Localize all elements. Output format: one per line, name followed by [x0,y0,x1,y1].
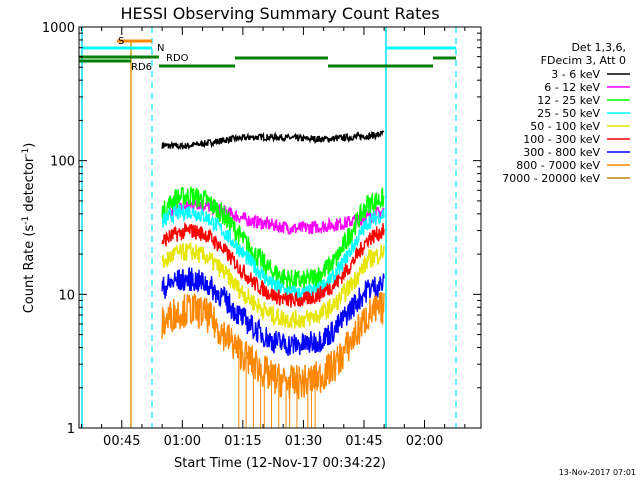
x-axis-label: Start Time (12-Nov-17 00:34:22) [174,456,386,471]
series-line-6to12keV [169,198,385,236]
y-tick-label: 1 [67,422,75,437]
legend-entry-label: 50 - 100 keV [530,120,600,133]
night-flag-label: N [157,43,164,54]
plot-frame [78,26,482,429]
legend-entry-label: 7000 - 20000 keV [502,172,600,185]
decimation-flag-label: RD6 [131,62,152,73]
x-tick-label: 00:45 [103,434,140,449]
y-tick-label: 1000 [42,21,75,36]
series-line-25to50keV [161,204,385,302]
saa-flag-label: S [118,36,124,47]
x-tick-label: 01:15 [224,434,261,449]
series-line-3to6keV [161,130,385,151]
y-axis-label: Count Rate (s-1 detector-1) [21,143,37,314]
legend-header: FDecim 3, Att 0 [541,54,626,67]
y-axis-label-sup2: -1 [21,148,31,157]
x-tick-label: 01:30 [285,434,322,449]
series-line-100to300keV [161,221,385,308]
x-tick-label: 01:00 [164,434,201,449]
y-tick-label: 100 [50,155,75,170]
y-axis-label-end: ) [22,143,37,148]
series-line-50to100keV [161,242,385,329]
legend-entry-label: 800 - 7000 keV [516,159,600,172]
legend-entry-label: 6 - 12 keV [544,81,600,94]
series-line-300to800keV [161,267,385,357]
legend-entry-label: 25 - 50 keV [537,107,600,120]
legend-entry-label: 12 - 25 keV [537,94,600,107]
legend-header: Det 1,3,6, [571,41,626,54]
legend-entry-label: 300 - 800 keV [523,146,600,159]
x-tick-label: 02:00 [406,434,443,449]
y-axis-label-main: Count Rate (s [22,225,37,314]
footer-timestamp: 13-Nov-2017 07:01 [559,468,636,477]
y-axis-label-sup1: -1 [21,216,31,225]
legend-entry-label: 3 - 6 keV [551,68,600,81]
y-tick-label: 10 [58,288,75,303]
legend-entry-label: 100 - 300 keV [523,133,600,146]
chart-title: HESSI Observing Summary Count Rates [120,4,439,23]
series-line-800to7000keV [161,292,385,400]
y-axis-label-mid: detector [22,156,37,216]
x-tick-label: 01:45 [345,434,382,449]
rdo-flag-label: RDO [166,53,189,64]
